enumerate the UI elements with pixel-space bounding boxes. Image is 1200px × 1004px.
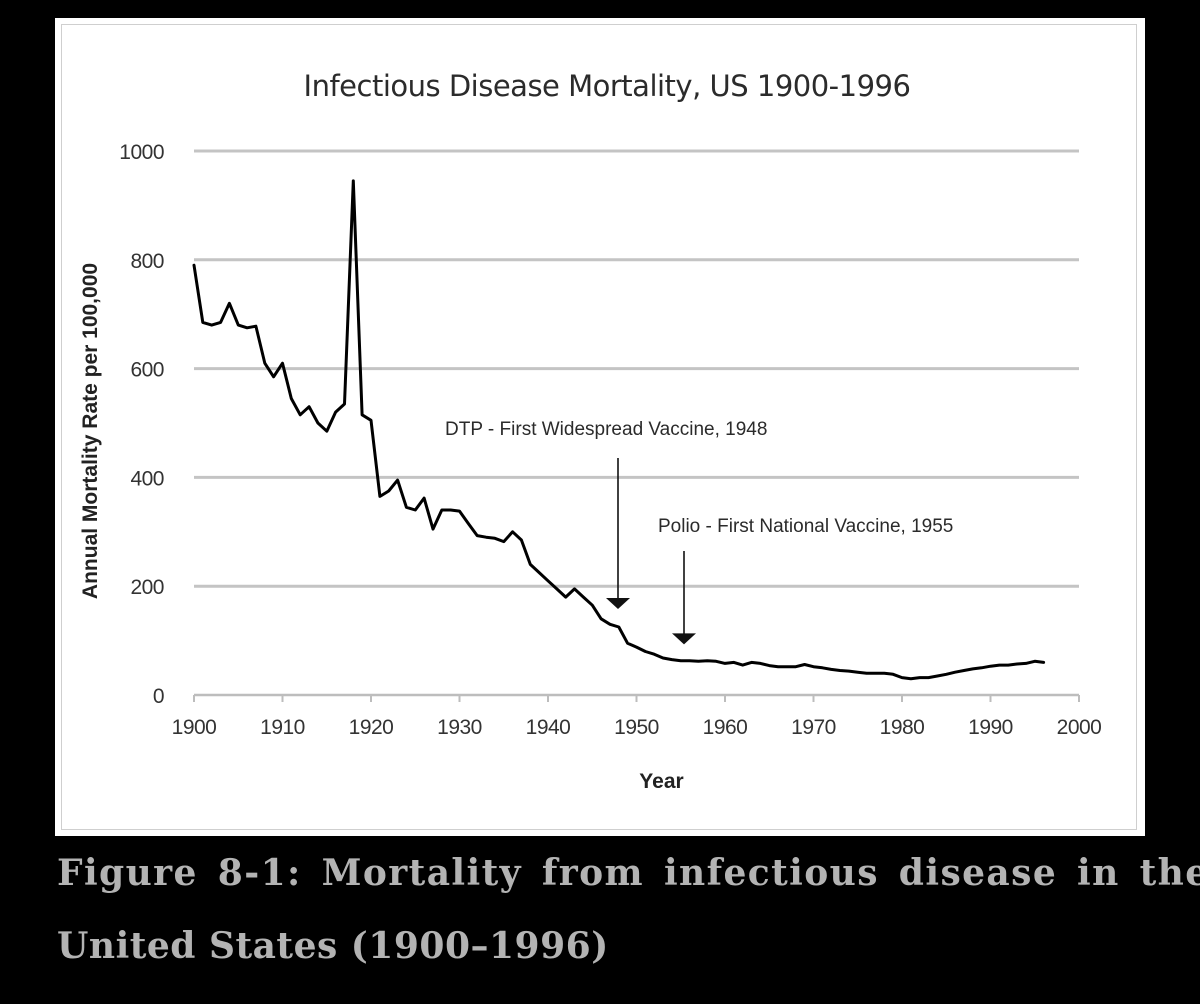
figure-caption-line-2: United States (1900–1996) bbox=[57, 925, 609, 967]
x-tick-label-2000: 2000 bbox=[1057, 716, 1102, 739]
y-axis-title: Annual Mortality Rate per 100,000 bbox=[79, 263, 102, 599]
x-tick-label-1990: 1990 bbox=[968, 716, 1013, 739]
x-tick-label-1960: 1960 bbox=[703, 716, 748, 739]
x-axis-title: Year bbox=[639, 770, 683, 793]
annotation-label-2: Polio - First National Vaccine, 1955 bbox=[658, 516, 953, 537]
x-tick-label-1950: 1950 bbox=[614, 716, 659, 739]
y-tick-label-200: 200 bbox=[130, 576, 164, 599]
line-chart: Infectious Disease Mortality, US 1900-19… bbox=[79, 69, 1102, 793]
y-tick-label-600: 600 bbox=[130, 359, 164, 382]
annotation-arrow-head-1 bbox=[606, 597, 630, 609]
figure-caption-line-1: Figure 8-1: Mortality from infectious di… bbox=[57, 852, 1200, 894]
y-tick-label-400: 400 bbox=[130, 467, 164, 490]
x-tick-label-1920: 1920 bbox=[349, 716, 394, 739]
x-tick-label-1930: 1930 bbox=[437, 716, 482, 739]
y-tick-label-800: 800 bbox=[130, 250, 164, 273]
x-tick-label-1940: 1940 bbox=[526, 716, 571, 739]
chart-title: Infectious Disease Mortality, US 1900-19… bbox=[304, 69, 911, 103]
x-tick-label-1980: 1980 bbox=[880, 716, 925, 739]
annotation-arrow-head-2 bbox=[672, 633, 696, 645]
series-line-0 bbox=[192, 179, 1046, 681]
x-tick-label-1970: 1970 bbox=[791, 716, 836, 739]
chart-panel: Infectious Disease Mortality, US 1900-19… bbox=[55, 18, 1145, 836]
annotation-label-1: DTP - First Widespread Vaccine, 1948 bbox=[445, 419, 767, 440]
y-tick-label-0: 0 bbox=[153, 685, 164, 708]
y-tick-label-1000: 1000 bbox=[119, 141, 164, 164]
x-tick-label-1910: 1910 bbox=[260, 716, 305, 739]
x-tick-label-1900: 1900 bbox=[172, 716, 217, 739]
